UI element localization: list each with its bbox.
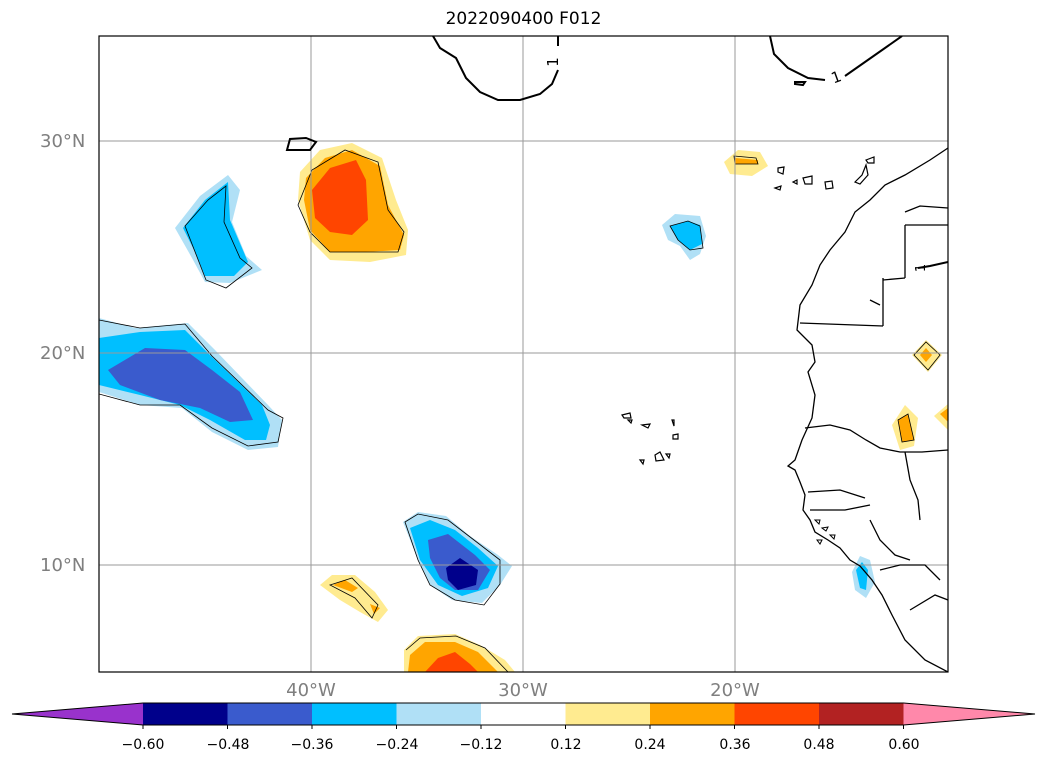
colorbar-tick-label: −0.48	[206, 737, 250, 753]
longitude-label: 30°W	[498, 680, 548, 701]
canary-islands	[773, 156, 875, 191]
colorbar-tick-label: 0.24	[634, 737, 666, 753]
colorbar-over-extension	[903, 703, 1035, 725]
anomaly-blob-south-negative	[403, 512, 512, 606]
colorbar-segment	[734, 703, 820, 725]
anomaly-blob-nw-positive	[297, 143, 408, 262]
anomaly-blob-south-positive	[404, 634, 515, 672]
contour-lines	[285, 36, 948, 269]
colorbar-tick-label: −0.36	[290, 737, 334, 753]
contour-label: 1	[914, 264, 929, 272]
colorbar-under-extension	[12, 703, 143, 725]
longitude-label: 20°W	[710, 680, 760, 701]
longitude-label: 40°W	[286, 680, 336, 701]
anomaly-blob-coast-negative	[852, 556, 875, 598]
bijagos-islands	[813, 519, 836, 545]
map-gridlines	[99, 36, 948, 672]
colorbar-segment	[565, 703, 651, 725]
colorbar-segment	[312, 703, 397, 725]
colorbar-segment	[227, 703, 313, 725]
colorbar-tick-label: 0.48	[803, 737, 835, 753]
colorbar-segment	[819, 703, 904, 725]
colorbar-segment	[396, 703, 482, 725]
colorbar	[11, 702, 1036, 729]
anomaly-blob-east-negative	[662, 214, 706, 260]
colorbar-tick-label: −0.12	[459, 737, 503, 753]
contour-label: 1	[544, 57, 562, 67]
latitude-label: 10°N	[40, 555, 86, 576]
colorbar-segment	[481, 703, 566, 725]
map-plot-area: 1 1 1	[99, 36, 948, 672]
latitude-label: 20°N	[40, 343, 86, 364]
colorbar-tick-label: −0.60	[121, 737, 165, 753]
map-frame	[98, 35, 949, 673]
anomaly-blob-west-negative	[99, 318, 284, 450]
cape-verde-islands	[621, 412, 679, 466]
colorbar-segment	[143, 703, 228, 725]
africa-coastline	[786, 147, 948, 672]
colorbar-segment	[650, 703, 735, 725]
map-title: 2022090400 F012	[445, 9, 602, 29]
latitude-label: 30°N	[40, 131, 86, 152]
colorbar-tick-label: 0.60	[888, 737, 920, 753]
anomaly-blob-nw-negative	[175, 175, 262, 289]
colorbar-tick-label: 0.12	[550, 737, 582, 753]
colorbar-tick-label: 0.36	[719, 737, 751, 753]
colorbar-tick-label: −0.24	[375, 737, 419, 753]
